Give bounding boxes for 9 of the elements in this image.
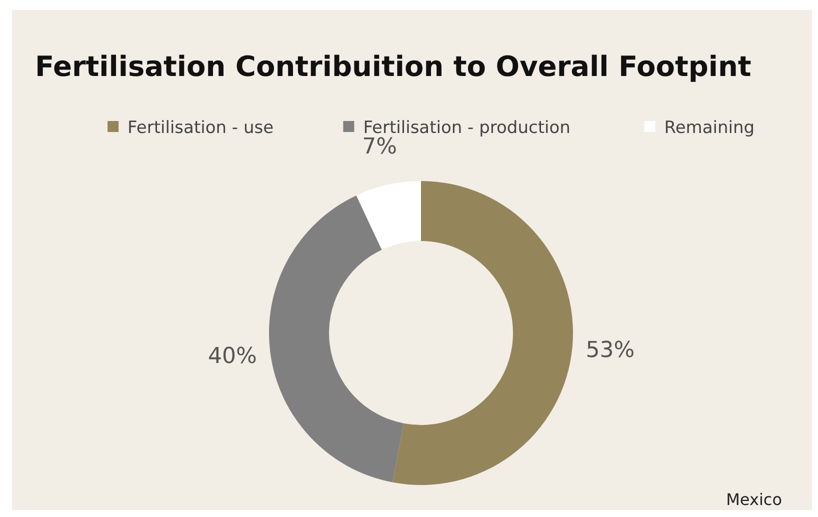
donut-slice [356, 181, 421, 250]
data-label: 40% [208, 344, 257, 369]
donut-slice [392, 181, 573, 485]
donut-slice [269, 195, 404, 482]
text: Mexico [726, 490, 782, 509]
legend-label: Fertilisation - use [128, 118, 274, 138]
chart-title: Fertilisation Contribuition to Overall Footpint [35, 50, 752, 83]
legend-label: Remaining [664, 118, 755, 138]
data-label: 53% [586, 338, 635, 363]
